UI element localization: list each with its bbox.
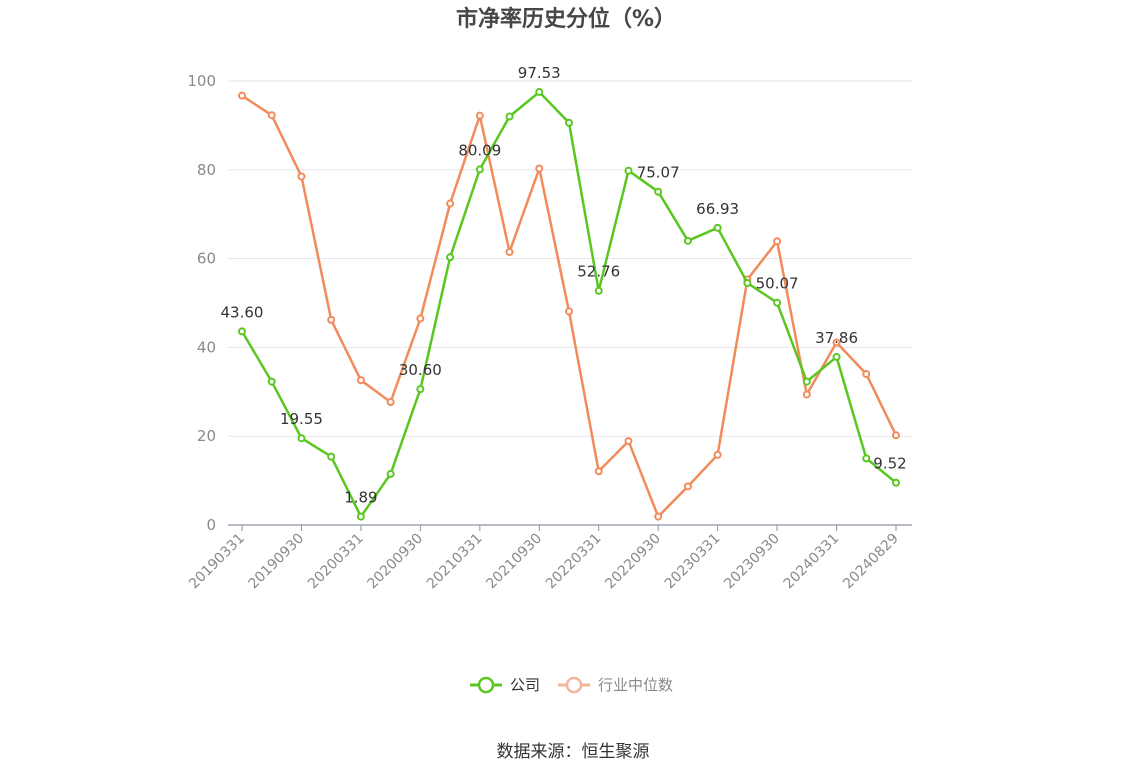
data-point[interactable] [535,164,544,173]
data-label: 97.53 [518,64,561,82]
x-tick-label: 20240331 [781,531,843,593]
data-point[interactable] [594,467,603,476]
x-axis: 2019033120190930202003312020093020210331… [186,524,912,593]
data-point[interactable] [654,187,663,196]
data-point[interactable] [802,377,811,386]
data-point[interactable] [654,512,663,521]
data-point[interactable] [832,352,841,361]
data-point[interactable] [773,237,782,246]
y-axis: 0 20 40 60 80 100 [187,72,216,534]
data-point[interactable] [565,307,573,316]
data-point[interactable] [505,112,514,121]
data-point[interactable] [832,338,841,347]
data-label: 43.60 [221,303,264,321]
data-point[interactable] [683,482,692,491]
x-tick-label: 20200331 [305,531,367,593]
data-point[interactable] [386,398,395,407]
data-point[interactable] [267,377,276,386]
y-tick-label: 80 [197,161,216,179]
data-point[interactable] [327,452,336,461]
x-tick-label: 20200930 [364,531,426,593]
x-tick-label: 20230331 [662,531,724,593]
data-point[interactable] [683,236,692,245]
data-label: 66.93 [696,200,739,218]
data-label: 37.86 [815,329,858,347]
chart-title: 市净率历史分位（%） [456,6,676,32]
data-point[interactable] [892,431,900,440]
data-point[interactable] [416,314,425,323]
x-tick-label: 20230930 [721,531,783,593]
data-point[interactable] [624,166,633,175]
legend[interactable]: 公司 行业中位数 [470,676,673,694]
data-point[interactable] [892,478,900,487]
x-tick-label: 20210930 [483,531,545,593]
data-point[interactable] [594,286,603,295]
legend-label: 公司 [510,676,540,694]
data-point[interactable] [238,91,246,100]
series-line [241,94,898,518]
data-label: 80.09 [458,141,501,159]
series-layer [238,87,900,521]
data-point[interactable] [743,279,752,288]
legend-item-1[interactable]: 行业中位数 [558,676,673,694]
y-tick-label: 100 [187,72,216,90]
data-label: 30.60 [399,361,442,379]
data-point[interactable] [356,512,365,521]
data-label: 50.07 [756,275,799,293]
y-tick-label: 20 [197,427,216,445]
y-tick-label: 0 [206,516,216,534]
data-point[interactable] [713,450,722,459]
y-tick-label: 60 [197,250,216,268]
data-point[interactable] [862,370,871,379]
legend-item-0[interactable]: 公司 [470,676,540,694]
data-point[interactable] [267,111,276,120]
data-label: 52.76 [577,263,620,281]
legend-marker [565,676,583,694]
data-point[interactable] [327,315,336,324]
data-point[interactable] [713,223,722,232]
data-point[interactable] [446,253,455,262]
data-point[interactable] [238,327,246,336]
data-label: 19.55 [280,410,323,428]
data-label: 1.89 [344,489,377,507]
data-point[interactable] [862,454,871,463]
data-point[interactable] [773,298,782,307]
x-tick-label: 20210331 [424,531,486,593]
data-point[interactable] [624,437,633,446]
x-tick-label: 20220930 [602,531,664,593]
x-tick-label: 20190930 [246,531,308,593]
data-point[interactable] [802,390,811,399]
data-point[interactable] [297,434,306,443]
data-point[interactable] [475,165,484,174]
data-point[interactable] [356,376,365,385]
y-tick-label: 40 [197,338,216,356]
legend-label: 行业中位数 [598,676,673,694]
source-note: 数据来源：恒生聚源 [497,742,650,762]
data-label: 75.07 [637,164,680,182]
x-tick-label: 20240829 [840,531,902,593]
series-1 [238,91,900,521]
legend-marker [477,676,495,694]
data-point[interactable] [386,469,395,478]
data-point[interactable] [535,87,544,96]
x-tick-label: 20220331 [543,531,605,593]
data-point[interactable] [565,118,573,127]
data-point[interactable] [297,172,306,181]
data-point[interactable] [475,111,484,120]
x-tick-label: 20190331 [186,531,248,593]
data-point[interactable] [446,199,455,208]
series-line [240,90,897,518]
data-labels: 43.60 19.55 1.89 30.60 80.09 97.53 52.76 75.07 6… [221,64,907,507]
data-point[interactable] [416,385,425,394]
data-label: 9.52 [873,455,906,473]
series-0 [238,87,900,521]
data-point[interactable] [505,247,514,256]
